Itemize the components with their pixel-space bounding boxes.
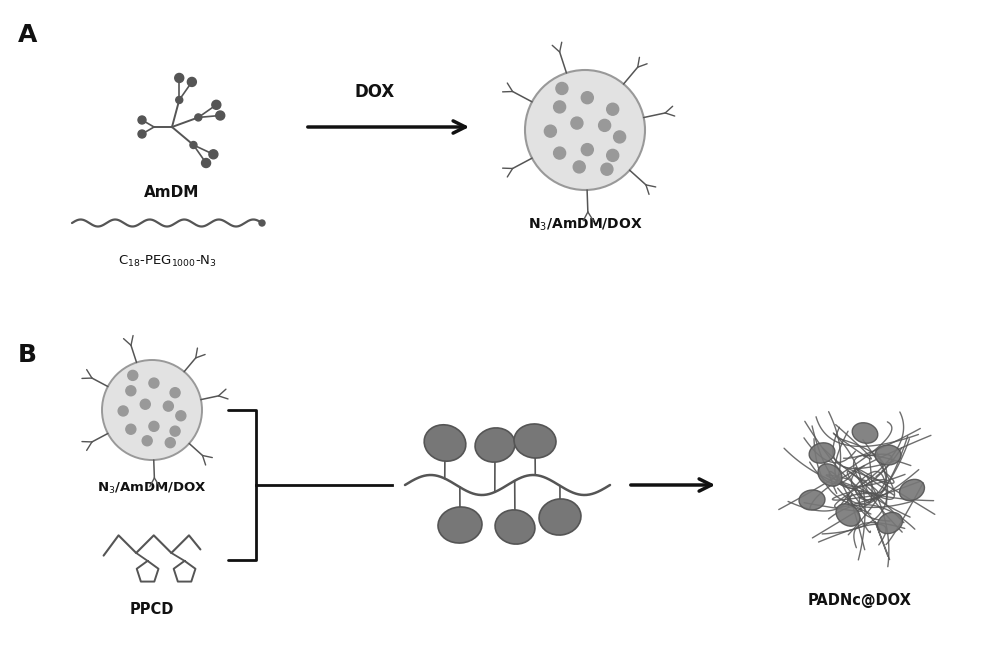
Text: C$_{18}$-PEG$_{1000}$-N$_3$: C$_{18}$-PEG$_{1000}$-N$_3$ bbox=[118, 253, 216, 269]
Circle shape bbox=[209, 150, 218, 159]
Circle shape bbox=[571, 117, 583, 129]
Circle shape bbox=[581, 92, 593, 104]
Ellipse shape bbox=[514, 424, 556, 458]
Circle shape bbox=[175, 73, 184, 82]
Ellipse shape bbox=[818, 464, 842, 486]
Circle shape bbox=[581, 144, 593, 156]
Circle shape bbox=[126, 386, 136, 396]
Circle shape bbox=[601, 163, 613, 176]
Ellipse shape bbox=[539, 499, 581, 535]
Circle shape bbox=[554, 147, 566, 159]
Text: B: B bbox=[18, 343, 37, 367]
Text: AmDM: AmDM bbox=[144, 184, 200, 200]
Circle shape bbox=[212, 100, 221, 109]
Circle shape bbox=[216, 111, 225, 120]
Circle shape bbox=[128, 370, 138, 380]
Circle shape bbox=[140, 399, 150, 409]
Circle shape bbox=[607, 150, 619, 162]
Circle shape bbox=[607, 103, 619, 115]
Text: A: A bbox=[18, 23, 37, 47]
Text: N$_3$/AmDM/DOX: N$_3$/AmDM/DOX bbox=[528, 217, 642, 233]
Circle shape bbox=[202, 158, 211, 168]
Circle shape bbox=[138, 130, 146, 138]
Circle shape bbox=[138, 116, 146, 124]
Circle shape bbox=[525, 70, 645, 190]
Circle shape bbox=[573, 161, 585, 173]
Circle shape bbox=[187, 77, 196, 86]
Circle shape bbox=[190, 142, 197, 148]
Circle shape bbox=[195, 114, 202, 121]
Ellipse shape bbox=[495, 510, 535, 544]
Circle shape bbox=[163, 401, 173, 411]
Ellipse shape bbox=[877, 513, 903, 533]
Text: PPCD: PPCD bbox=[130, 602, 174, 618]
Circle shape bbox=[170, 426, 180, 436]
Circle shape bbox=[259, 220, 265, 226]
Circle shape bbox=[149, 422, 159, 432]
Circle shape bbox=[165, 438, 175, 448]
Circle shape bbox=[170, 388, 180, 398]
Ellipse shape bbox=[900, 479, 924, 501]
Ellipse shape bbox=[438, 507, 482, 543]
Ellipse shape bbox=[809, 443, 835, 464]
Circle shape bbox=[554, 101, 566, 113]
Circle shape bbox=[556, 82, 568, 94]
Text: DOX: DOX bbox=[355, 83, 395, 101]
Ellipse shape bbox=[475, 428, 515, 462]
Ellipse shape bbox=[852, 423, 878, 444]
Circle shape bbox=[126, 424, 136, 434]
Circle shape bbox=[149, 378, 159, 388]
Circle shape bbox=[176, 96, 183, 104]
Circle shape bbox=[142, 436, 152, 446]
Circle shape bbox=[102, 360, 202, 460]
Circle shape bbox=[544, 125, 556, 137]
Circle shape bbox=[176, 411, 186, 421]
Ellipse shape bbox=[799, 490, 825, 510]
Circle shape bbox=[599, 120, 611, 132]
Ellipse shape bbox=[424, 425, 466, 462]
Text: PADNc@DOX: PADNc@DOX bbox=[808, 593, 912, 608]
Ellipse shape bbox=[875, 445, 901, 465]
Circle shape bbox=[118, 406, 128, 416]
Circle shape bbox=[614, 131, 626, 143]
Text: N$_3$/AmDM/DOX: N$_3$/AmDM/DOX bbox=[97, 480, 207, 495]
Ellipse shape bbox=[836, 504, 860, 526]
